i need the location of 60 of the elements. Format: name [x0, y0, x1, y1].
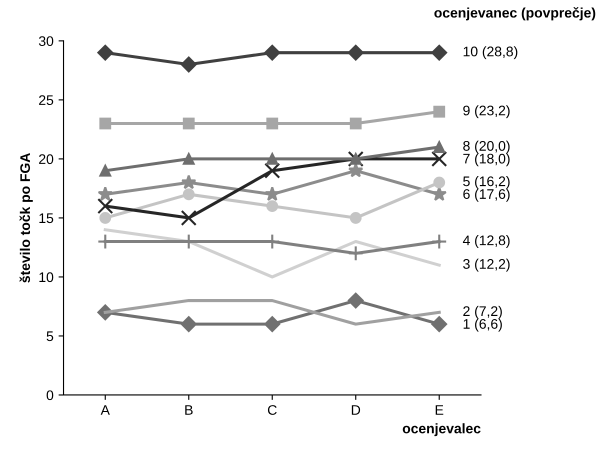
legend-title: ocenjevanec (povprečje) [434, 7, 596, 20]
point [182, 118, 195, 130]
x-tick-label: D [352, 405, 360, 415]
point [433, 176, 446, 188]
x-tick-label: B [185, 405, 193, 415]
point [266, 118, 278, 130]
y-tick-label: 15 [39, 213, 54, 224]
point [350, 212, 362, 224]
point [264, 186, 280, 201]
series-label: 2 (7,2) [463, 306, 502, 319]
point [431, 234, 448, 250]
point [432, 186, 447, 201]
series-label: 10 (28,8) [464, 46, 518, 60]
point [264, 44, 280, 61]
y-tick-label: 0 [46, 390, 54, 400]
point [97, 198, 114, 214]
point [182, 188, 195, 200]
y-tick-label: 5 [46, 331, 54, 342]
x-tick-label: E [436, 405, 444, 415]
point [433, 141, 446, 153]
y-tick-label: 25 [39, 95, 54, 106]
series-label: 5 (16,2) [463, 176, 510, 189]
point [182, 152, 195, 165]
point [98, 186, 113, 201]
series-label: 9 (23,2) [463, 105, 510, 118]
point [350, 118, 362, 130]
y-tick-label: 30 [38, 36, 54, 46]
point [180, 316, 197, 332]
point [348, 245, 364, 262]
series-label: 6 (17,6) [463, 188, 510, 202]
point [431, 150, 448, 167]
y-axis-title: število točk po FGA [20, 153, 33, 283]
series-label: 3 (12,2) [463, 258, 510, 272]
series-label: 8 (20,0) [463, 140, 510, 154]
point [181, 174, 196, 190]
point [431, 316, 448, 332]
x-tick-label: C [268, 405, 277, 415]
y-tick-label: 20 [39, 154, 54, 164]
y-tick-label: 10 [39, 272, 54, 282]
series-label: 4 (12,8) [462, 235, 510, 248]
point [264, 162, 280, 179]
point [97, 44, 114, 61]
line-series [104, 228, 441, 278]
point [99, 164, 112, 177]
point [433, 106, 446, 118]
point [180, 210, 197, 226]
point [266, 152, 278, 165]
point [266, 200, 278, 212]
point [348, 162, 364, 178]
point [99, 212, 112, 224]
point [180, 56, 197, 72]
x-axis-title: ocenjevalec [402, 423, 481, 436]
point [99, 118, 112, 130]
series-label: 1 (6,6) [464, 318, 502, 332]
x-tick-label: A [100, 405, 110, 415]
point [348, 44, 364, 61]
point [431, 44, 448, 61]
point [264, 316, 280, 332]
series-label: 7 (18,0) [463, 153, 510, 166]
point [348, 292, 364, 308]
